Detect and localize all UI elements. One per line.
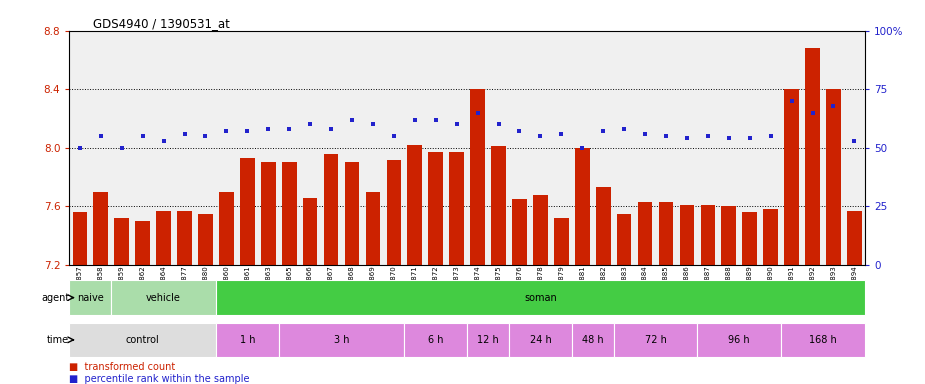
Bar: [847, 211, 862, 265]
Text: soman: soman: [524, 293, 557, 303]
Bar: [722, 206, 736, 265]
Bar: [345, 162, 359, 265]
Bar: [470, 89, 485, 265]
Bar: [617, 214, 632, 265]
Bar: [450, 152, 464, 265]
Text: 3 h: 3 h: [334, 335, 350, 345]
Bar: [302, 198, 317, 265]
Bar: [554, 218, 569, 265]
Text: 168 h: 168 h: [809, 335, 837, 345]
Text: ■  transformed count: ■ transformed count: [69, 362, 176, 372]
Bar: [743, 212, 757, 265]
Bar: [404, 323, 467, 357]
Text: time: time: [47, 335, 69, 345]
Bar: [69, 323, 216, 357]
Bar: [72, 212, 87, 265]
Text: control: control: [126, 335, 159, 345]
Text: 12 h: 12 h: [477, 335, 499, 345]
Text: vehicle: vehicle: [146, 293, 181, 303]
Bar: [512, 199, 526, 265]
Bar: [135, 221, 150, 265]
Text: ■  percentile rank within the sample: ■ percentile rank within the sample: [69, 374, 250, 384]
Bar: [178, 211, 191, 265]
Bar: [111, 280, 216, 315]
Bar: [365, 192, 380, 265]
Text: naive: naive: [77, 293, 104, 303]
Bar: [387, 159, 401, 265]
Bar: [69, 280, 111, 315]
Bar: [533, 195, 548, 265]
Bar: [572, 323, 613, 357]
Text: 96 h: 96 h: [729, 335, 750, 345]
Bar: [115, 218, 129, 265]
Bar: [282, 162, 297, 265]
Bar: [216, 280, 865, 315]
Bar: [240, 158, 254, 265]
Bar: [763, 209, 778, 265]
Bar: [219, 192, 234, 265]
Bar: [156, 211, 171, 265]
Bar: [659, 202, 673, 265]
Bar: [198, 214, 213, 265]
Bar: [428, 152, 443, 265]
Text: GDS4940 / 1390531_at: GDS4940 / 1390531_at: [93, 17, 230, 30]
Bar: [781, 323, 865, 357]
Text: 72 h: 72 h: [645, 335, 667, 345]
Bar: [613, 323, 697, 357]
Bar: [805, 48, 820, 265]
Bar: [93, 192, 108, 265]
Bar: [697, 323, 781, 357]
Bar: [491, 146, 506, 265]
Bar: [637, 202, 652, 265]
Text: 24 h: 24 h: [529, 335, 551, 345]
Bar: [680, 205, 695, 265]
Text: agent: agent: [41, 293, 69, 303]
Text: 1 h: 1 h: [240, 335, 255, 345]
Bar: [596, 187, 611, 265]
Bar: [324, 154, 339, 265]
Bar: [826, 89, 841, 265]
Bar: [784, 89, 799, 265]
Bar: [278, 323, 404, 357]
Bar: [407, 145, 422, 265]
Text: 48 h: 48 h: [582, 335, 603, 345]
Bar: [700, 205, 715, 265]
Bar: [509, 323, 572, 357]
Bar: [261, 162, 276, 265]
Text: 6 h: 6 h: [428, 335, 443, 345]
Bar: [575, 148, 589, 265]
Bar: [467, 323, 509, 357]
Bar: [216, 323, 278, 357]
